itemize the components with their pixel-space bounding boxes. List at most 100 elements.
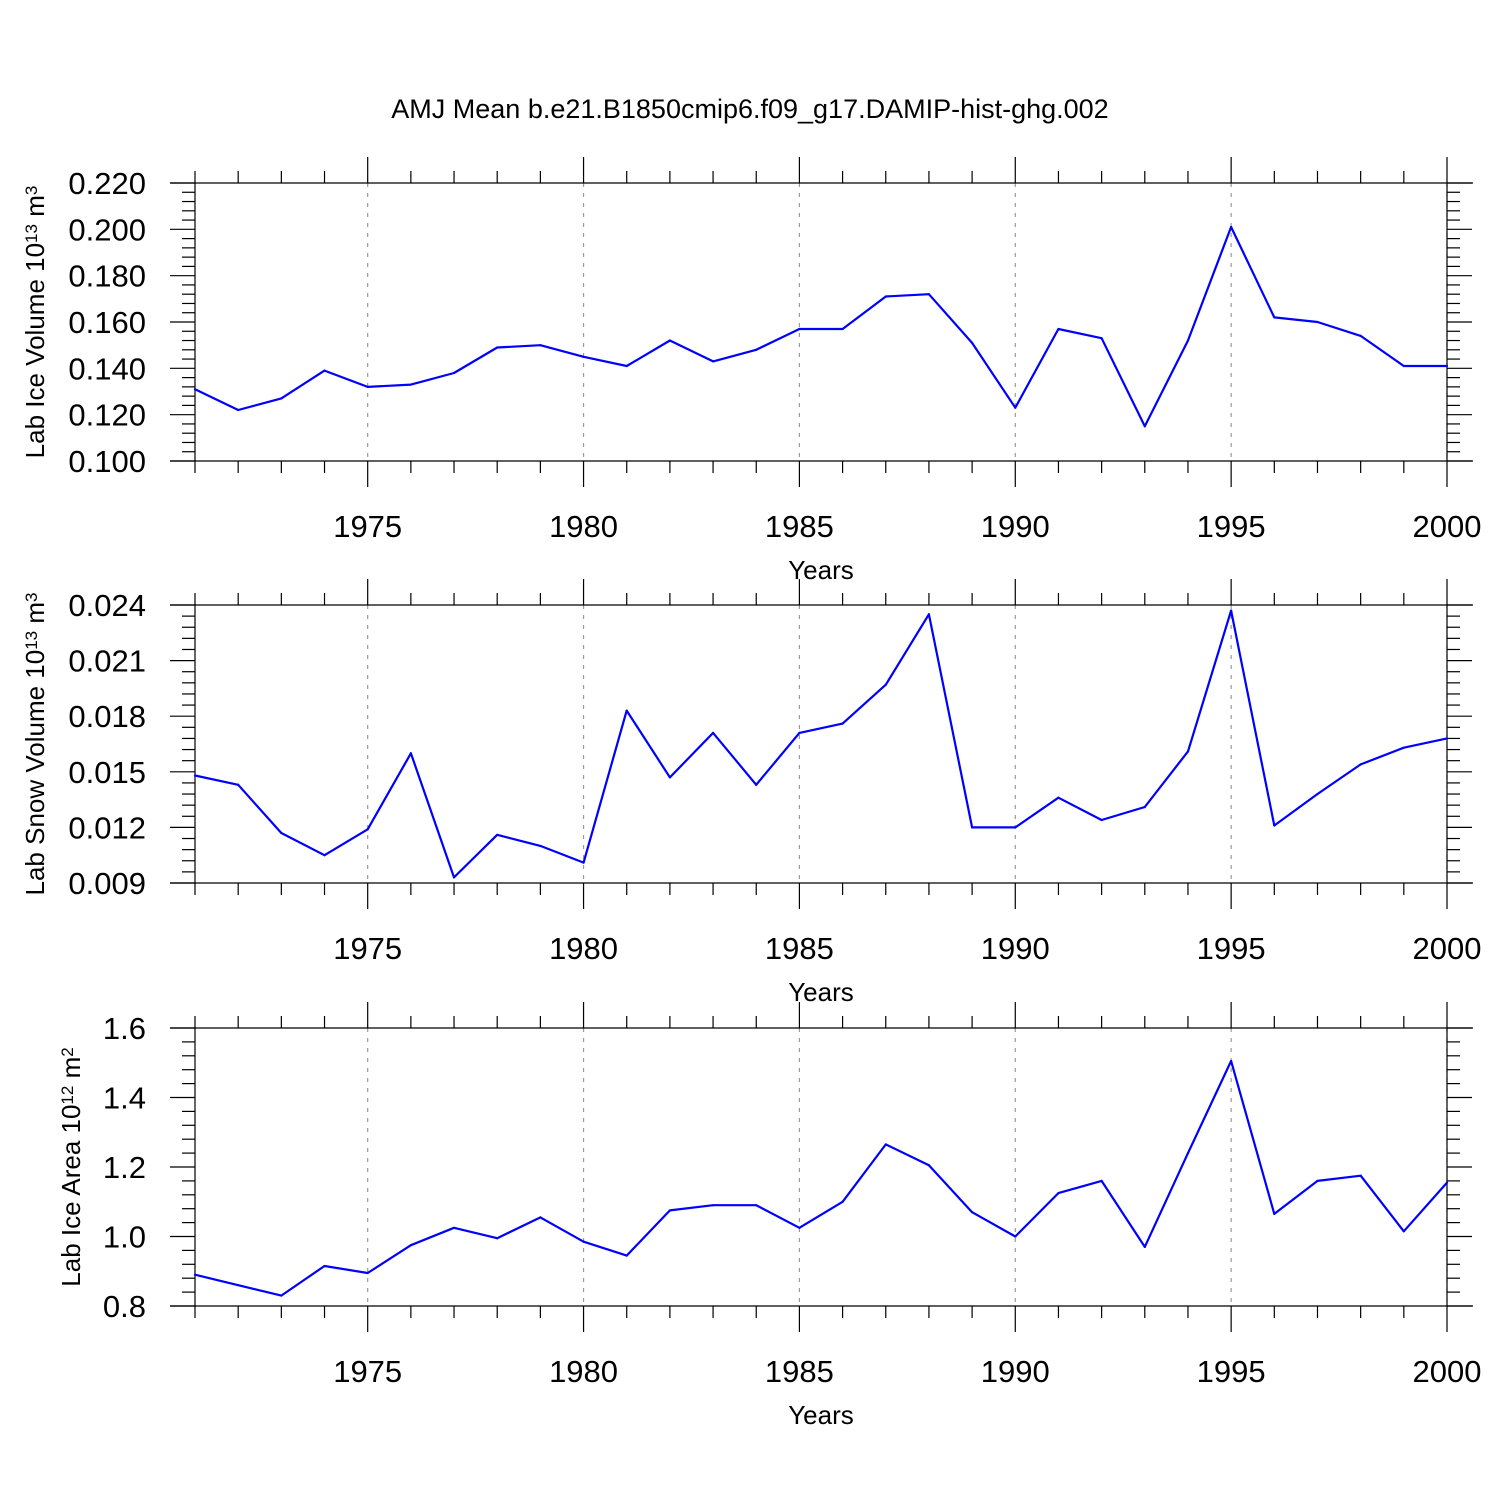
y-axis-title-main: Lab Ice Volume 10 [20,243,50,458]
chart-panel-3: 0.8 1.0 1.2 1.4 1.6 1975 1980 1985 1990 1995 2000 Y… [56,1002,1481,1430]
data-point [1100,337,1103,340]
data-point [280,1294,283,1297]
y-tick-label: 0.015 [68,755,146,790]
data-point [711,1204,715,1207]
x-axis-title: Years [788,977,854,1007]
y-axis-title-unit: m [20,195,50,224]
y-tick-label: 0.018 [68,699,146,734]
data-point [1445,1181,1449,1184]
x-axis-title: Years [788,1400,854,1430]
data-point [1273,316,1276,319]
data-point [755,783,758,786]
series-line [194,1059,1448,1297]
y-tick-label: 0.021 [68,644,146,679]
data-point [1143,1245,1146,1249]
data-point [193,774,197,777]
y-tick-label: 0.120 [68,398,146,433]
data-point [237,1284,240,1287]
data-point [193,1273,197,1276]
y-tick-label: 0.100 [68,444,146,479]
data-point [582,861,585,864]
data-point [841,327,844,331]
y-tick-label: 0.8 [103,1289,146,1324]
x-tick-label: 1990 [981,509,1050,544]
data-point [280,831,283,835]
data-point [496,1237,499,1240]
y-tick-label: 1.0 [103,1220,146,1255]
chart-panels: 0.100 0.120 0.140 0.160 0.180 0.200 0.220 1975 1… [20,157,1481,1430]
data-point [927,293,931,296]
data-point [1143,805,1146,809]
data-point [1445,364,1449,368]
data-point [237,783,240,786]
data-point [668,339,671,342]
y-tick-label: 0.160 [68,305,146,340]
y-axis-title: Lab Ice Volume 1013 m3 [20,186,50,459]
x-tick-label: 1990 [981,931,1050,966]
data-point [927,613,931,616]
data-point [1273,1212,1276,1216]
data-point [711,731,715,734]
data-point [496,833,499,836]
data-point [971,341,974,344]
y-tick-label: 0.200 [68,212,146,247]
data-point [1014,1235,1017,1238]
data-point [1014,406,1017,409]
y-axis-title-main: Lab Ice Area 10 [56,1105,86,1287]
data-point [366,1271,369,1275]
x-tick-label: 2000 [1413,1354,1482,1389]
data-point [625,364,628,368]
x-tick-label: 1995 [1197,931,1266,966]
x-tick-label: 1975 [333,931,402,966]
y-axis-title-unit: m [20,602,50,631]
data-point [1445,737,1449,740]
data-point [237,408,240,412]
x-axis-title: Years [788,555,854,585]
data-point [668,776,671,779]
y-tick-label: 0.220 [68,166,146,201]
data-point [1273,824,1276,827]
data-point [1057,796,1060,799]
x-tick-label: 1985 [765,1354,834,1389]
x-tick-label: 1985 [765,931,834,966]
data-point [927,1164,931,1167]
data-point [1402,1230,1405,1233]
y-tick-label: 0.009 [68,866,146,901]
data-point [1316,1179,1319,1182]
y-axis-title: Lab Ice Area 1012 m2 [56,1047,86,1286]
data-point [1316,792,1319,796]
data-point [409,383,412,386]
data-point [625,1254,628,1257]
chart-panel-2: 0.009 0.012 0.015 0.018 0.021 0.024 1975 1980 19… [20,579,1481,1007]
data-point [1230,609,1233,612]
x-tick-label: 1980 [549,931,618,966]
data-point [1359,334,1362,337]
data-point [1143,425,1146,428]
y-axis-title: Lab Snow Volume 1013 m3 [20,592,50,895]
y-tick-label: 1.4 [103,1081,146,1116]
x-tick-label: 1975 [333,1354,402,1389]
series-line [194,609,1448,879]
y-axis-title-unit: m [56,1057,86,1086]
data-point [711,360,715,363]
x-tick-label: 2000 [1413,509,1482,544]
y-axis-title-unit-exponent: 3 [22,186,41,195]
data-point [841,1200,844,1203]
x-tick-label: 1995 [1197,1354,1266,1389]
data-point [539,844,542,848]
y-tick-label: 1.6 [103,1011,146,1046]
data-point [1359,1174,1362,1177]
data-point [884,295,887,298]
x-tick-label: 1980 [549,509,618,544]
data-point [625,709,628,712]
data-point [755,1204,758,1207]
data-point [798,327,801,331]
chart-panel-1: 0.100 0.120 0.140 0.160 0.180 0.200 0.220 1975 1… [20,157,1481,585]
data-point [884,1143,887,1146]
data-point [582,355,585,358]
x-tick-label: 2000 [1413,931,1482,966]
data-point [323,1264,326,1268]
data-point [366,385,369,388]
